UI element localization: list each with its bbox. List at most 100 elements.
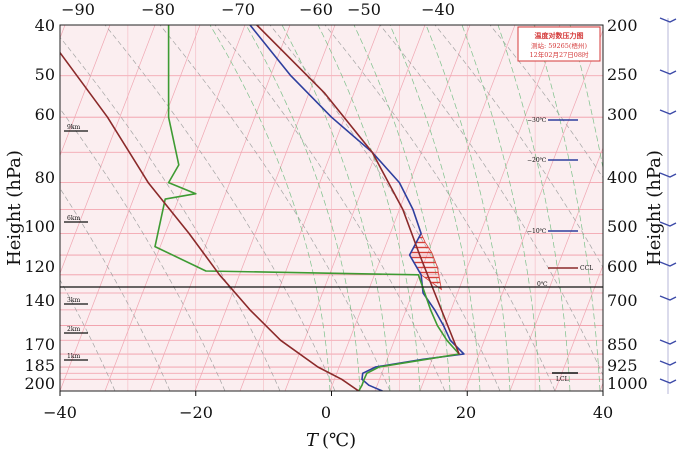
legend-time: 12年02月27日08时 xyxy=(529,50,589,59)
isotherm-line xyxy=(149,25,291,391)
series-point-1 xyxy=(361,384,363,386)
x-axis-label: T xyxy=(306,430,320,451)
y-left-tick-label: 200 xyxy=(24,374,55,393)
series-point-1 xyxy=(430,309,432,311)
series-point-2 xyxy=(147,182,149,184)
x-bottom-tick-label: −40 xyxy=(43,403,77,422)
isotherm-line xyxy=(104,25,246,391)
wind-barb-icon xyxy=(659,378,677,384)
ccl-label: CCL xyxy=(580,265,593,272)
series-point-0 xyxy=(412,208,414,210)
series-point-0 xyxy=(434,309,436,311)
y-left-tick-label: 170 xyxy=(24,335,55,354)
series-point-0 xyxy=(398,182,400,184)
series-point-3 xyxy=(458,353,460,355)
series-point-3 xyxy=(402,208,404,210)
series-point-3 xyxy=(419,254,421,256)
series-point-1 xyxy=(168,116,170,118)
series-point-1 xyxy=(363,378,365,380)
series-point-1 xyxy=(425,358,428,360)
height-marker-label: 1km xyxy=(67,353,80,360)
series-point-1 xyxy=(168,75,170,77)
height-marker-label: 6km xyxy=(67,215,80,222)
series-point-1 xyxy=(168,182,170,184)
series-point-2 xyxy=(341,378,343,380)
x-top-tick-label: −90 xyxy=(61,0,95,19)
dry-adiabat-line xyxy=(434,25,603,269)
series-point-2 xyxy=(280,339,282,341)
series-point-0 xyxy=(368,384,370,386)
isotherm-line xyxy=(554,264,603,391)
series-point-0 xyxy=(330,116,333,118)
dry-adiabat-line xyxy=(104,25,336,391)
series-point-1 xyxy=(436,325,438,327)
series-point-2 xyxy=(218,274,221,276)
y-left-axis-label: Height (hPa) xyxy=(4,150,25,266)
wind-barb-icon xyxy=(659,109,677,115)
moist-adiabat-line xyxy=(245,25,361,391)
isotherm-line xyxy=(60,25,156,275)
moist-adiabat-line xyxy=(209,25,331,391)
dry-adiabat-line xyxy=(269,25,501,391)
isotherm-line xyxy=(464,29,603,391)
isotherm-line xyxy=(509,146,603,391)
moist-adiabat-line xyxy=(281,25,391,391)
series-point-1 xyxy=(417,274,419,276)
isotherm-line xyxy=(690,25,700,391)
moist-adiabat-line xyxy=(317,25,421,391)
y-right-tick-label: 1000 xyxy=(607,374,648,393)
series-line-0 xyxy=(249,25,465,391)
x-axis-unit: (℃) xyxy=(322,430,356,451)
moist-adiabat-line xyxy=(461,25,541,391)
y-right-tick-label: 400 xyxy=(607,168,638,187)
series-point-0 xyxy=(420,232,422,234)
series-point-3 xyxy=(434,292,436,294)
y-right-tick-label: 300 xyxy=(607,105,638,124)
dry-adiabat-line xyxy=(324,25,556,391)
x-top-tick-label: −80 xyxy=(141,0,175,19)
series-point-0 xyxy=(409,254,411,256)
height-marker-label: 3km xyxy=(67,297,80,304)
legend-station: 测站: 59265(梧州) xyxy=(531,41,587,50)
series-point-0 xyxy=(442,325,445,327)
series-point-0 xyxy=(449,339,451,341)
wind-barb-icon xyxy=(659,339,677,345)
series-point-1 xyxy=(366,372,368,374)
tick-marks xyxy=(59,391,604,396)
series-point-1 xyxy=(154,246,156,248)
moist-adiabat-line xyxy=(353,25,451,391)
moist-adiabat-line xyxy=(389,25,481,391)
level-marker-label: 0℃ xyxy=(537,281,548,288)
isotherm-line xyxy=(239,25,381,391)
series-point-1 xyxy=(205,270,207,272)
x-top-tick-label: −60 xyxy=(299,0,333,19)
wind-barb-icon xyxy=(659,295,677,301)
series-point-0 xyxy=(375,366,377,368)
x-bottom-tick-label: −20 xyxy=(179,403,213,422)
height-marker-label: 9km xyxy=(67,124,80,131)
y-left-tick-label: 80 xyxy=(35,168,55,187)
wind-barb-icon xyxy=(659,221,677,227)
isotherm-line xyxy=(374,25,516,391)
dry-adiabat-line xyxy=(489,25,603,179)
wind-profile-strip xyxy=(659,17,677,394)
dry-adiabat-line xyxy=(60,36,281,391)
y-left-tick-label: 120 xyxy=(24,257,55,276)
x-top-tick-label: −70 xyxy=(221,0,255,19)
x-top-tick-label: −50 xyxy=(347,0,381,19)
grid-layer xyxy=(60,25,700,391)
y-left-tick-label: 60 xyxy=(35,105,55,124)
y-right-axis-label: Height (hPa) xyxy=(644,150,665,266)
moist-adiabat-line xyxy=(497,25,571,391)
series-point-0 xyxy=(361,378,363,380)
y-right-tick-label: 600 xyxy=(607,257,638,276)
y-right-tick-label: 850 xyxy=(607,335,638,354)
series-point-3 xyxy=(324,92,326,94)
wind-barb-icon xyxy=(659,172,677,178)
isotherm-line xyxy=(60,25,201,391)
series-point-2 xyxy=(106,116,109,118)
y-left-tick-label: 40 xyxy=(35,16,55,35)
y-left-tick-label: 140 xyxy=(24,291,55,310)
y-right-tick-label: 500 xyxy=(607,217,638,236)
y-left-tick-label: 185 xyxy=(24,356,55,375)
